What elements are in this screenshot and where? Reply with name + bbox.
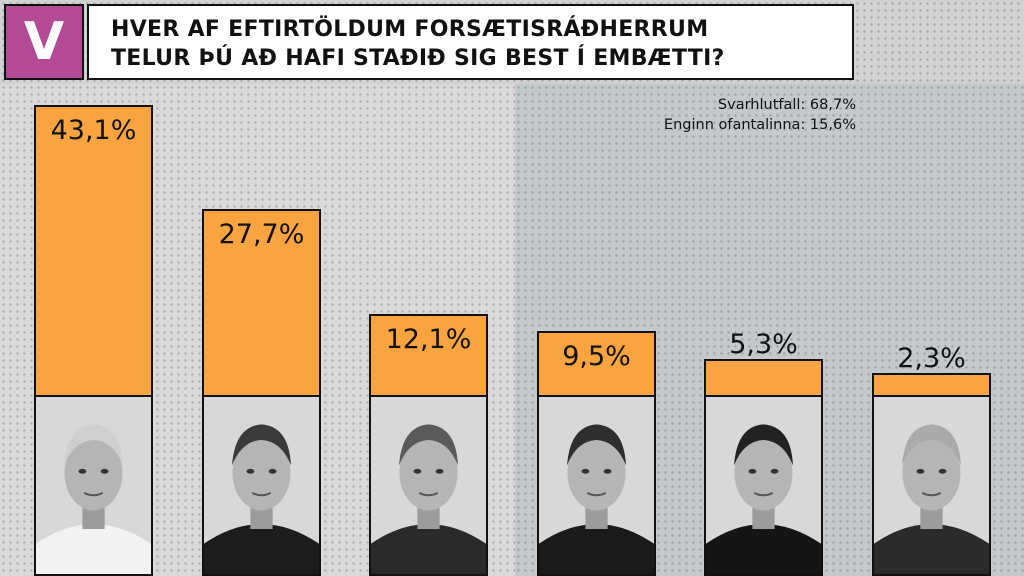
survey-notes: Svarhlutfall: 68,7% Enginn ofantalinna: … xyxy=(664,95,856,135)
bar-6 xyxy=(872,373,991,397)
logo-letter: V xyxy=(23,12,65,72)
portrait-photo-1 xyxy=(34,395,153,576)
bar-value-label-2: 27,7% xyxy=(218,219,305,250)
bar-1 xyxy=(34,105,153,397)
brand-logo: V xyxy=(4,4,84,80)
bar-value-label-3: 12,1% xyxy=(385,324,472,355)
portrait-photo-5 xyxy=(704,395,823,576)
bar-2 xyxy=(202,209,321,397)
title-box: HVER AF EFTIRTÖLDUM FORSÆTISRÁÐHERRUM TE… xyxy=(87,4,854,80)
bar-value-label-5: 5,3% xyxy=(729,329,798,360)
portrait-photo-2 xyxy=(202,395,321,576)
title-line-1: HVER AF EFTIRTÖLDUM FORSÆTISRÁÐHERRUM xyxy=(111,17,709,42)
bar-value-label-6: 2,3% xyxy=(897,343,966,374)
portrait-photo-6 xyxy=(872,395,991,576)
bar-value-label-4: 9,5% xyxy=(562,341,631,372)
portrait-photo-4 xyxy=(537,395,656,576)
none-of-above-note: Enginn ofantalinna: 15,6% xyxy=(663,117,856,133)
portrait-photo-3 xyxy=(369,395,488,576)
bar-5 xyxy=(704,359,823,397)
bar-value-label-1: 43,1% xyxy=(50,115,137,146)
title-line-2: TELUR ÞÚ AÐ HAFI STAÐIÐ SIG BEST Í EMBÆT… xyxy=(111,46,725,71)
bar-4 xyxy=(537,331,656,397)
response-rate-note: Svarhlutfall: 68,7% xyxy=(717,97,856,113)
